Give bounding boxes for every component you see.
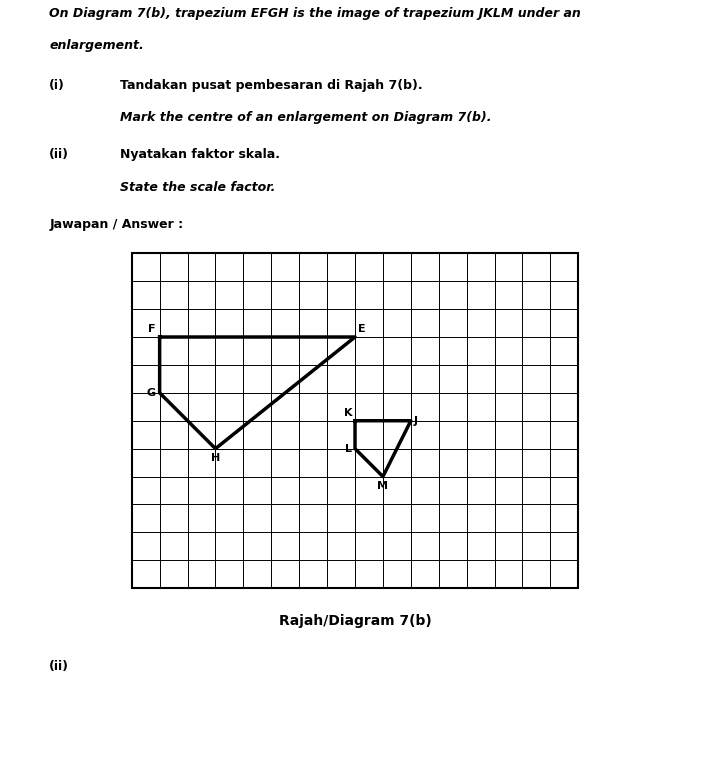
Text: State the scale factor.: State the scale factor. [120,181,275,194]
Text: M: M [378,481,389,491]
Text: L: L [345,444,352,454]
Text: (ii): (ii) [49,660,69,673]
Text: (ii): (ii) [49,148,69,161]
Text: Rajah/Diagram 7(b): Rajah/Diagram 7(b) [278,615,432,628]
Text: J: J [413,416,418,425]
Text: Tandakan pusat pembesaran di Rajah 7(b).: Tandakan pusat pembesaran di Rajah 7(b). [120,79,422,92]
Text: G: G [146,388,155,398]
Text: (i): (i) [49,79,65,92]
Text: On Diagram 7(b), trapezium EFGH is the image of trapezium JKLM under an: On Diagram 7(b), trapezium EFGH is the i… [49,7,581,20]
Text: F: F [148,324,155,334]
Text: Mark the centre of an enlargement on Diagram 7(b).: Mark the centre of an enlargement on Dia… [120,111,491,124]
Text: H: H [211,453,220,463]
Text: Nyatakan faktor skala.: Nyatakan faktor skala. [120,148,280,161]
Text: E: E [358,324,366,334]
Text: Jawapan / Answer :: Jawapan / Answer : [49,218,183,231]
Text: K: K [344,408,352,418]
Text: enlargement.: enlargement. [49,39,144,52]
